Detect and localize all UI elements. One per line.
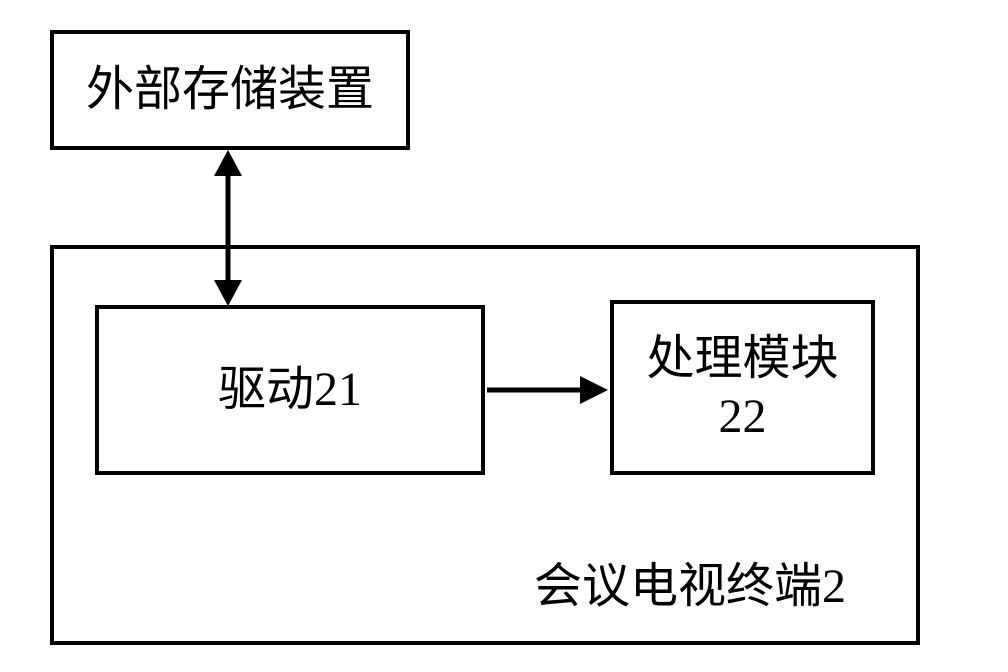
arrow-icon	[0, 0, 1008, 672]
